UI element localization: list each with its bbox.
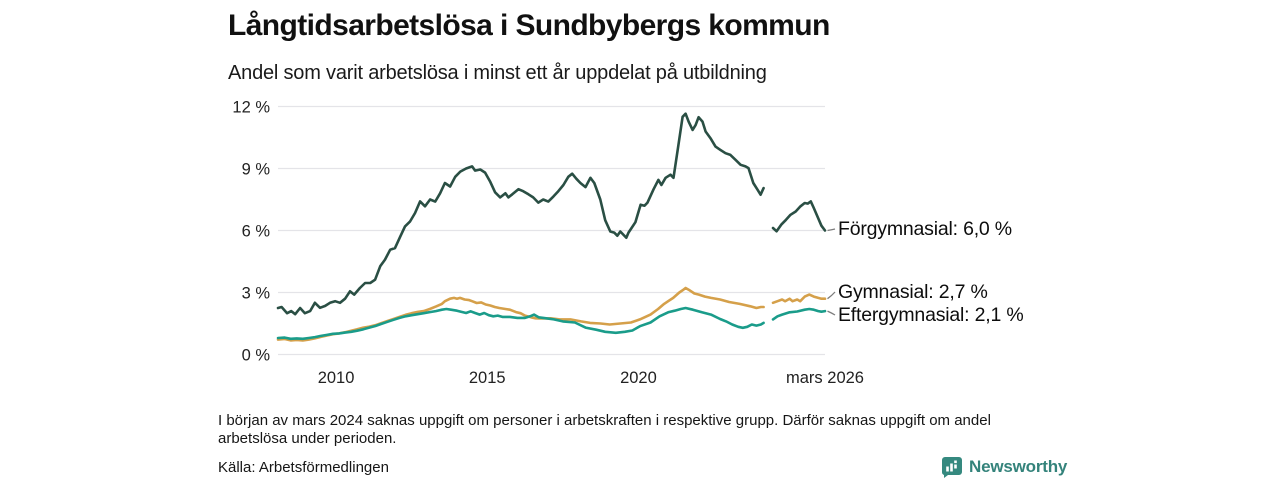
y-axis-tick-label: 12 % xyxy=(232,99,270,117)
series-line-förgymnasial xyxy=(771,200,827,233)
page-title: Långtidsarbetslösa i Sundbybergs kommun xyxy=(228,9,830,42)
newsworthy-logo: Newsworthy xyxy=(941,456,1067,478)
series-line-eftergymnasial xyxy=(276,306,765,341)
y-axis-tick-label: 9 % xyxy=(242,161,271,179)
source-note: Källa: Arbetsförmedlingen xyxy=(218,459,389,476)
series-end-label-förgymnasial: Förgymnasial: 6,0 % xyxy=(838,218,1012,240)
x-axis-tick-label: 2020 xyxy=(620,369,657,387)
series-end-label-eftergymnasial: Eftergymnasial: 2,1 % xyxy=(838,304,1024,326)
label-connector xyxy=(827,228,836,232)
page-subtitle: Andel som varit arbetslösa i minst ett å… xyxy=(228,62,767,84)
series-line-gymnasial xyxy=(276,286,765,342)
newsworthy-bar-chart-icon xyxy=(941,457,962,478)
series-line-förgymnasial xyxy=(276,112,765,316)
label-connector xyxy=(827,291,836,300)
x-axis-tick-label: mars 2026 xyxy=(786,369,864,387)
label-connector xyxy=(827,310,836,316)
y-axis-tick-label: 0 % xyxy=(242,347,271,365)
x-axis-tick-label: 2010 xyxy=(318,369,355,387)
chart-footnote: I början av mars 2024 saknas uppgift om … xyxy=(218,412,991,448)
y-axis-tick-label: 6 % xyxy=(242,223,271,241)
series-line-eftergymnasial xyxy=(771,307,827,321)
x-axis-tick-label: 2015 xyxy=(469,369,506,387)
newsworthy-logo-text: Newsworthy xyxy=(969,457,1068,476)
series-end-label-gymnasial: Gymnasial: 2,7 % xyxy=(838,281,988,303)
series-line-gymnasial xyxy=(771,293,827,305)
y-axis-tick-label: 3 % xyxy=(242,285,271,303)
